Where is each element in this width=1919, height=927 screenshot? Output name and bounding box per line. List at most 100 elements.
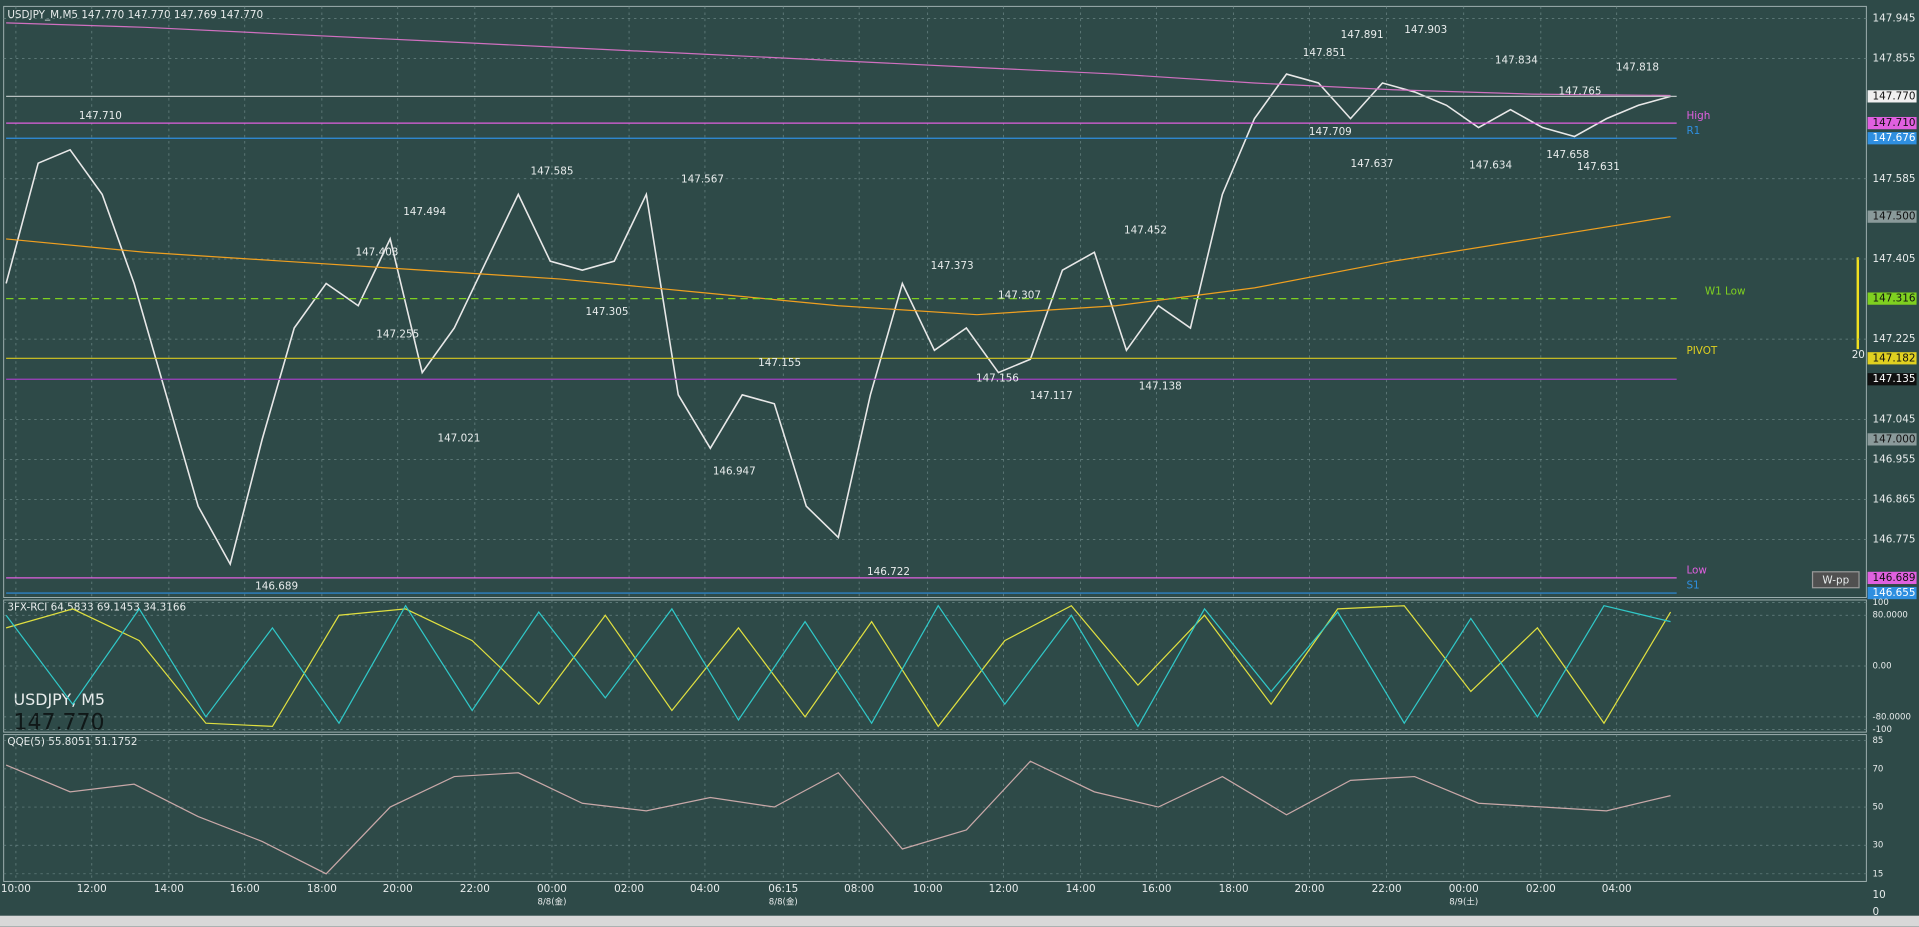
series-line <box>5 760 1671 875</box>
swing-label: 147.567 <box>681 173 724 185</box>
level-label: 147.182 <box>1872 352 1915 364</box>
date-label: 8/8(金) <box>769 896 798 908</box>
date-label: 8/8(金) <box>537 896 566 908</box>
swing-label: 146.947 <box>713 466 756 478</box>
indicator-title: 3FX-RCI 64.5833 69.1453 34.3166 <box>7 601 186 613</box>
level-label: 147.710 <box>1872 117 1915 129</box>
swing-label: 146.722 <box>867 566 910 578</box>
swing-label: 147.021 <box>437 433 480 445</box>
x-tick-label: 00:00 <box>537 883 567 895</box>
level-label: 146.689 <box>1872 572 1915 584</box>
swing-label: 146.689 <box>255 580 298 592</box>
x-tick-label: 14:00 <box>154 883 184 895</box>
x-tick-label: 14:00 <box>1066 883 1096 895</box>
x-tick-label: 10:00 <box>913 883 943 895</box>
y-tick-label: 0.00 <box>1872 662 1891 672</box>
y-tick-label: 100 <box>1872 598 1888 608</box>
x-tick-label: 04:00 <box>1602 883 1632 895</box>
y-tick-label: 80.0000 <box>1872 611 1907 621</box>
level-name: R1 <box>1686 125 1700 137</box>
x-tick-label: 20:00 <box>383 883 413 895</box>
footer-scale: 10 <box>1872 889 1885 901</box>
y-tick-label: 147.585 <box>1872 173 1915 185</box>
x-tick-label: 22:00 <box>1372 883 1402 895</box>
level-name: S1 <box>1686 580 1699 592</box>
level-label: 147.500 <box>1872 211 1915 223</box>
swing-label: 147.305 <box>586 306 629 318</box>
x-tick-label: 16:00 <box>230 883 260 895</box>
level-box <box>1867 571 1917 585</box>
y-tick-label: 146.955 <box>1872 453 1915 465</box>
x-tick-label: 02:00 <box>1526 883 1556 895</box>
level-label: 147.135 <box>1872 373 1915 385</box>
series-line <box>5 73 1671 567</box>
y-tick-label: 147.945 <box>1872 12 1915 24</box>
x-tick-label: 02:00 <box>614 883 644 895</box>
x-tick-label: 12:00 <box>989 883 1019 895</box>
y-tick-label: 30 <box>1872 841 1883 851</box>
level-box <box>1867 132 1917 145</box>
swing-label: 147.403 <box>355 247 398 259</box>
swing-label: 147.851 <box>1303 47 1346 59</box>
level-box <box>1867 116 1917 130</box>
swing-label: 147.155 <box>758 357 801 369</box>
swing-label: 147.634 <box>1469 160 1512 172</box>
indicator-title: QQE(5) 55.8051 51.1752 <box>7 736 137 748</box>
x-tick-label: 08:00 <box>844 883 874 895</box>
swing-label: 147.156 <box>976 372 1019 384</box>
level-label: 146.655 <box>1872 587 1915 599</box>
x-tick-label: 06:15 <box>768 883 798 895</box>
level-label: 147.000 <box>1872 433 1915 445</box>
level-label: 147.316 <box>1872 293 1915 305</box>
swing-label: 147.373 <box>931 260 974 272</box>
level-name: Low <box>1686 565 1707 577</box>
main-panel <box>3 5 1867 599</box>
date-label: 8/9(土) <box>1449 896 1478 908</box>
swing-label: 147.765 <box>1559 85 1602 97</box>
swing-label: 147.891 <box>1341 29 1384 41</box>
swing-label: 147.710 <box>79 110 122 122</box>
y-tick-label: 147.225 <box>1872 333 1915 345</box>
y-tick-label: 70 <box>1872 764 1883 774</box>
y-tick-label: 85 <box>1872 736 1883 746</box>
swing-label: 147.138 <box>1139 380 1182 392</box>
series-line <box>5 604 1671 728</box>
level-box <box>1867 292 1917 305</box>
status-strip <box>0 915 1919 927</box>
y-tick-label: 15 <box>1872 869 1883 879</box>
series-line <box>5 604 1672 728</box>
x-tick-label: 20:00 <box>1295 883 1325 895</box>
swing-label: 147.452 <box>1124 225 1167 237</box>
y-tick-label: 147.405 <box>1872 253 1915 265</box>
level-name: High <box>1686 110 1710 122</box>
symbol-info: USDJPY_M,M5 147.770 147.770 147.769 147.… <box>7 9 263 21</box>
swing-label: 147.117 <box>1030 390 1073 402</box>
x-tick-label: 18:00 <box>307 883 337 895</box>
y-tick-label: 146.775 <box>1872 534 1915 546</box>
x-tick-label: 04:00 <box>690 883 720 895</box>
level-box <box>1867 373 1917 386</box>
y-tick-label: 147.045 <box>1872 413 1915 425</box>
level-box <box>1867 90 1917 103</box>
y-tick-label: -80.0000 <box>1872 712 1910 722</box>
swing-label: 147.585 <box>530 165 573 177</box>
footer-scale: 0 <box>1872 906 1879 918</box>
wpp-button-label[interactable]: W-pp <box>1822 574 1849 586</box>
swing-label: 147.255 <box>376 328 419 340</box>
swing-label: 147.494 <box>403 206 446 218</box>
y-tick-label: 146.865 <box>1872 494 1915 506</box>
x-tick-label: 16:00 <box>1142 883 1172 895</box>
series-line <box>6 216 1671 316</box>
swing-label: 147.307 <box>998 289 1041 301</box>
y-tick-label: -100 <box>1872 725 1891 735</box>
x-tick-label: 12:00 <box>77 883 107 895</box>
series-line <box>6 22 1671 97</box>
swing-label: 147.709 <box>1309 126 1352 138</box>
wpp-button[interactable] <box>1811 571 1860 589</box>
swing-label: 147.631 <box>1577 161 1620 173</box>
y-tick-label: 147.855 <box>1872 53 1915 65</box>
level-name: PIVOT <box>1686 345 1717 357</box>
